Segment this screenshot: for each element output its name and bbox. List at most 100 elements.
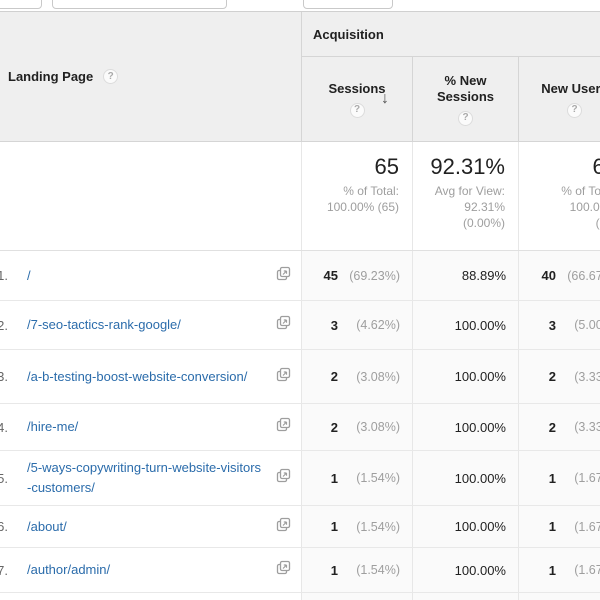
new-users-cell: 2 (3.33%) (519, 404, 600, 450)
sessions-value: 1 (330, 470, 338, 486)
sessions-value: 2 (330, 419, 338, 435)
help-icon[interactable]: ? (103, 69, 119, 84)
new-sessions-cell: 100.00% (413, 404, 519, 450)
toolbar-control-partial[interactable] (0, 0, 42, 9)
open-in-new-icon[interactable] (276, 266, 291, 286)
landing-page-link[interactable]: /a-b-testing-boost-website-conversion/ (27, 368, 248, 384)
summary-new-users-cell: 60 % of Total: 100.00% (60) (519, 142, 600, 250)
new-users-value: 1 (548, 562, 556, 578)
acquisition-group-band: Acquisition (302, 12, 600, 57)
landing-page-cell-inner: /about/ (0, 517, 301, 537)
landing-page-cell-inner: / (0, 266, 301, 286)
landing-page-link[interactable]: /5-ways-copywriting-turn-website-visitor… (27, 460, 262, 495)
help-icon[interactable]: ? (458, 110, 473, 126)
table-row: 5. /5-ways-copywriting-turn-website-visi… (0, 451, 600, 506)
metric-column-headers: Sessions ? ↓ % New Sessions ? New Users … (302, 57, 600, 141)
open-in-new-icon[interactable] (276, 468, 291, 488)
summary-sessions-subtext: % of Total: 100.00% (65) (302, 183, 399, 215)
landing-page-cell: 7. /author/admin/ (0, 548, 302, 592)
new-users-cell: 1 (1.67%) (519, 506, 600, 547)
new-sessions-value: 88.89% (461, 268, 506, 283)
sessions-value: 1 (330, 519, 338, 534)
sessions-cell: 2 (3.08%) (302, 404, 413, 450)
row-index: 6. (0, 519, 8, 534)
table-row: 2. /7-seo-tactics-rank-google/ 3 (4 (0, 301, 600, 350)
open-in-new-icon[interactable] (276, 560, 291, 580)
landing-page-link[interactable]: /7-seo-tactics-rank-google/ (27, 317, 181, 332)
new-users-percent: (5.00%) (574, 318, 600, 332)
sessions-header-label: Sessions (328, 80, 386, 96)
new-sessions-cell: 88.89% (413, 251, 519, 300)
summary-new-users-value: 60 (592, 154, 600, 179)
landing-page-cell-inner: /5-ways-copywriting-turn-website-visitor… (0, 458, 301, 498)
new-users-percent: (66.67%) (567, 268, 600, 283)
toolbar-crop-strip (0, 0, 600, 11)
sessions-cell: 45 (69.23%) (302, 251, 413, 300)
landing-page-cell: 1. / (0, 251, 302, 300)
landing-page-column-header[interactable]: Landing Page ? (0, 12, 302, 141)
new-users-value: 2 (548, 369, 556, 384)
landing-page-cell: 4. /hire-me/ (0, 404, 302, 450)
table-row: 3. /a-b-testing-boost-website-conversion… (0, 350, 600, 404)
new-users-cell (519, 593, 600, 600)
landing-page-link[interactable]: / (27, 267, 31, 283)
new-users-percent: (1.67%) (574, 471, 600, 485)
acquisition-group-label: Acquisition (313, 26, 384, 42)
landing-page-link[interactable]: /author/admin/ (27, 562, 111, 577)
sessions-column-header[interactable]: Sessions ? ↓ (302, 57, 413, 141)
subtext-line: % of Total: (561, 184, 600, 198)
landing-page-link[interactable]: /hire-me/ (27, 419, 79, 434)
table-row: 7. /author/admin/ 1 (1.54%) (0, 548, 600, 593)
new-sessions-cell: 100.00% (413, 301, 519, 349)
sessions-value: 3 (330, 317, 338, 333)
summary-new-sessions-cell: 92.31% Avg for View: 92.31% (0.00%) (413, 142, 519, 250)
new-users-cell: 1 (1.67%) (519, 548, 600, 592)
sessions-percent: (3.08%) (356, 420, 400, 434)
row-index: 3. (0, 369, 8, 384)
landing-page-link[interactable]: /about/ (27, 518, 67, 534)
table-row: 6. /about/ 1 (1.54%) (0, 506, 600, 548)
open-in-new-icon[interactable] (276, 367, 291, 387)
table-body: 1. / 45 (69.23%) (0, 251, 600, 600)
table-row: 4. /hire-me/ 2 (3.08%) (0, 404, 600, 451)
sessions-percent: (1.54%) (356, 471, 400, 485)
new-users-value: 40 (541, 268, 556, 283)
landing-page-cell: 2. /7-seo-tactics-rank-google/ (0, 301, 302, 349)
sessions-cell: 3 (4.62%) (302, 301, 413, 349)
sessions-percent: (3.08%) (356, 369, 400, 384)
row-index: 2. (0, 317, 8, 333)
new-sessions-value: 100.00% (454, 470, 506, 486)
open-in-new-icon[interactable] (276, 315, 291, 335)
open-in-new-icon[interactable] (276, 517, 291, 537)
landing-page-cell-inner: /hire-me/ (0, 417, 301, 437)
new-sessions-value: 100.00% (454, 317, 506, 333)
new-users-value: 1 (548, 519, 556, 534)
new-sessions-cell: 100.00% (413, 451, 519, 505)
landing-page-cell-inner: /a-b-testing-boost-website-conversion/ (0, 367, 301, 387)
new-sessions-cell: 100.00% (413, 506, 519, 547)
summary-sessions-value: 65 (374, 154, 399, 179)
help-icon[interactable]: ? (567, 102, 582, 118)
acquisition-header-group: Acquisition Sessions ? ↓ % New Sessions … (302, 12, 600, 141)
new-users-column-header[interactable]: New Users ? (519, 57, 600, 141)
toolbar-control-partial[interactable] (52, 0, 227, 9)
table-row: 1. / 45 (69.23%) (0, 251, 600, 301)
new-sessions-header-label: % New Sessions (436, 72, 495, 104)
open-in-new-icon[interactable] (276, 417, 291, 437)
new-users-percent: (1.67%) (574, 563, 600, 577)
new-users-percent: (1.67%) (574, 519, 600, 534)
sessions-value: 1 (330, 562, 338, 578)
subtext-line: % of Total: (343, 184, 399, 198)
sort-descending-icon[interactable]: ↓ (381, 90, 389, 107)
report-table: Landing Page ? Acquisition Sessions ? ↓ … (0, 11, 600, 600)
toolbar-control-partial[interactable] (303, 0, 393, 9)
new-users-cell: 1 (1.67%) (519, 451, 600, 505)
sessions-cell (302, 593, 413, 600)
help-icon[interactable]: ? (349, 102, 365, 118)
new-sessions-value: 100.00% (454, 419, 506, 435)
new-sessions-column-header[interactable]: % New Sessions ? (413, 57, 519, 141)
new-users-cell: 2 (3.33%) (519, 350, 600, 403)
new-users-value: 1 (548, 470, 556, 486)
row-index: 4. (0, 419, 8, 435)
table-row-partial (0, 593, 600, 600)
